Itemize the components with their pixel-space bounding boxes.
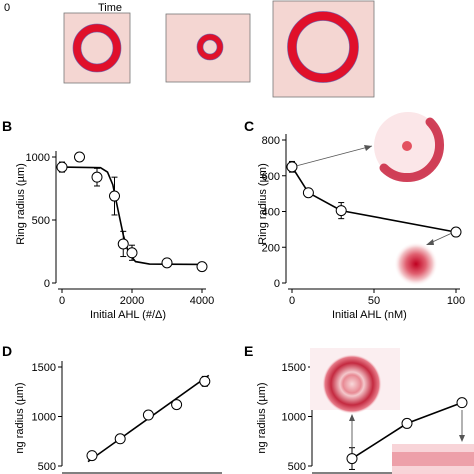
dish-3 [272,0,375,98]
chart-c-ytick-label-2: 400 [262,207,280,219]
time-label: Time [98,2,123,14]
chart-b-ytick-label-1: 500 [32,215,50,227]
chart-b-point-0 [56,161,68,173]
chart-c-xtick-label-1: 50 [368,295,380,307]
chart-c-ytick-label-4: 800 [262,135,280,147]
dish-1 [63,12,131,84]
dish-2 [165,13,251,83]
chart-c-xtick-label-2: 100 [447,295,465,307]
chart-b-point-5 [126,247,138,259]
panel-letter-c: C [244,118,255,134]
chart-c-point-2 [335,205,347,217]
chart-d-point-0 [86,450,98,462]
chart-b-point-1 [74,151,85,163]
panel-e-inset-strip [392,444,474,474]
panel-letter-e: E [244,343,254,359]
chart-e-ytick-label-1: 1000 [282,412,306,424]
chart-d-point-3 [171,399,183,411]
panel-letter-b: B [2,118,13,134]
chart-d-ylabel: ng radius (µm) [14,382,26,454]
chart-c-point-3 [450,226,462,238]
chart-e-ytick-label-0: 500 [288,461,306,473]
panel-a-dishes [63,0,375,98]
chart-c-ytick-label-3: 600 [262,171,280,183]
time-zero-label: 0 [4,2,11,14]
chart-c-ytick-label-1: 200 [262,242,280,254]
chart-b-ytick-label-2: 1000 [26,152,50,164]
panel-letter-d: D [2,343,13,359]
chart-d-ytick-label-2: 1500 [32,362,56,374]
chart-c-xtick-label-0: 0 [289,295,295,307]
chart-b-xtick-label-0: 0 [59,295,65,307]
chart-d-point-4 [199,375,211,387]
chart-e-ytick-label-2: 1500 [282,362,306,374]
chart-d-ytick-label-0: 500 [38,461,56,473]
chart-b-point-7 [196,261,208,273]
chart-d-point-2 [142,409,154,421]
chart-b-xtick-label-2: 4000 [190,295,214,307]
panel-c-inset-spot [394,242,438,286]
chart-b-ylabel: Ring radius (µm) [15,163,27,245]
chart-e-ylabel: ng radius (µm) [256,382,268,454]
chart-d-ytick-label-1: 1000 [32,412,56,424]
chart-b-xlabel: Initial AHL (#/Δ) [90,309,167,321]
chart-d-point-1 [114,433,126,445]
chart-b-point-6 [161,257,173,269]
chart-e-point-2 [456,397,468,409]
chart-c-ytick-label-0: 0 [274,278,280,290]
chart-b-point-4 [117,238,129,250]
chart-b-xtick-label-1: 2000 [120,295,144,307]
chart-c-point-0 [286,161,298,173]
chart-c-point-1 [302,187,314,199]
panel-e-inset-ring [310,348,400,414]
chart-c-line [291,166,457,233]
chart-b-ytick-label-0: 0 [44,278,50,290]
panel-c-inset-crescent [374,112,444,182]
chart-b-point-2 [91,171,103,183]
chart-b-line [61,166,203,266]
chart-b-point-3 [109,190,120,202]
chart-e-point-0 [346,453,358,465]
chart-c-ylabel: Ring radius (µm) [257,163,269,245]
chart-c-xlabel: Initial AHL (nM) [332,309,407,321]
chart-e-point-1 [401,417,413,429]
